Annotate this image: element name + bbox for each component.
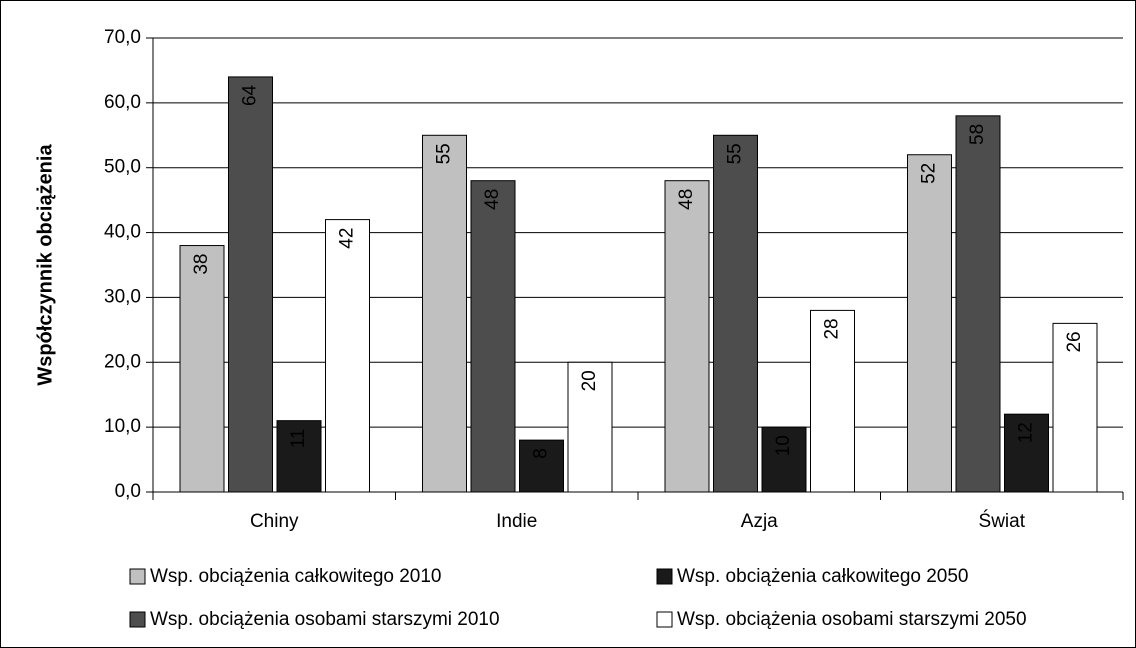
y-tick-label: 50,0 <box>104 157 141 178</box>
data-label: 52 <box>919 163 940 184</box>
data-label: 42 <box>337 228 358 249</box>
data-label: 55 <box>725 143 746 164</box>
bar <box>664 180 710 493</box>
y-tick-label: 30,0 <box>104 286 141 307</box>
bar <box>228 76 273 493</box>
y-tick-label: 60,0 <box>104 92 141 113</box>
data-label: 12 <box>1016 422 1037 443</box>
legend-label: Wsp. obciążenia osobami starszymi 2050 <box>677 609 1027 630</box>
x-tick-label: Świat <box>979 510 1026 532</box>
bar <box>325 219 370 493</box>
bar <box>1004 413 1049 493</box>
x-tick-label: Indie <box>496 511 537 532</box>
legend-swatch <box>656 568 673 585</box>
x-tick-label: Chiny <box>250 511 299 532</box>
data-label: 20 <box>579 370 600 391</box>
data-label: 64 <box>240 84 261 106</box>
data-label: 8 <box>531 448 552 459</box>
data-label: 55 <box>434 143 455 164</box>
y-tick-label: 20,0 <box>104 351 141 372</box>
bar <box>761 426 807 493</box>
y-tick-label: 70,0 <box>104 27 141 48</box>
legend-swatch <box>129 611 146 628</box>
bar <box>422 134 467 493</box>
y-tick-label: 0,0 <box>115 481 141 502</box>
data-label: 28 <box>822 318 843 339</box>
data-label: 48 <box>482 189 503 210</box>
bar <box>810 309 855 493</box>
data-label: 11 <box>288 429 309 449</box>
bar <box>470 180 516 493</box>
bar <box>519 439 564 493</box>
legend-label: Wsp. obciążenia całkowitego 2050 <box>677 566 969 587</box>
legend-label: Wsp. obciążenia osobami starszymi 2010 <box>150 609 500 630</box>
y-tick-label: 10,0 <box>104 416 141 437</box>
bar <box>567 361 613 493</box>
legend-swatch <box>656 611 673 628</box>
x-tick-label: Azja <box>741 511 778 532</box>
y-axis-label: Współczynnik obciążenia <box>34 144 56 386</box>
bar <box>1052 322 1098 493</box>
bar <box>179 245 225 493</box>
data-label: 26 <box>1064 331 1085 352</box>
bar <box>713 134 758 493</box>
bar <box>907 154 952 493</box>
data-label: 58 <box>967 124 988 145</box>
bar <box>955 115 1001 493</box>
legend-swatch <box>129 568 146 585</box>
legend-label: Wsp. obciążenia całkowitego 2010 <box>150 566 442 587</box>
data-label: 38 <box>191 254 212 275</box>
y-tick-label: 40,0 <box>104 222 141 243</box>
data-label: 48 <box>676 189 697 210</box>
data-label: 10 <box>773 435 794 456</box>
